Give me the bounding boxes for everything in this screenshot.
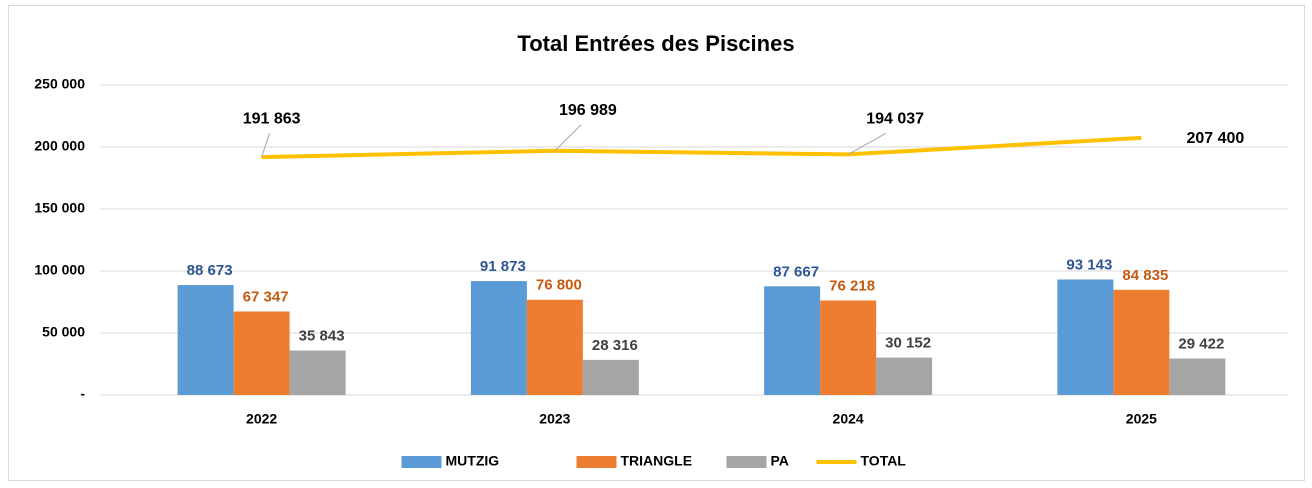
y-tick-label: 150 000: [34, 200, 85, 216]
legend-label: MUTZIG: [446, 453, 500, 469]
data-label: 196 989: [559, 102, 617, 119]
x-tick-label: 2022: [246, 411, 277, 427]
bar: [820, 300, 877, 395]
line: [261, 135, 1142, 160]
data-label: 207 400: [1186, 130, 1244, 147]
data-label: 91 873: [480, 258, 526, 275]
data-label: 76 800: [536, 277, 582, 294]
data-label: 67 347: [243, 288, 289, 305]
bar: [764, 286, 821, 395]
data-label: 84 835: [1122, 267, 1168, 284]
bar: [526, 299, 583, 395]
bar: [177, 285, 234, 395]
data-label: 30 152: [885, 335, 931, 352]
legend-label: PA: [771, 453, 789, 469]
legend-swatch: [576, 456, 617, 468]
data-label: 93 143: [1066, 256, 1112, 273]
x-tick-label: 2025: [1126, 411, 1157, 427]
bar: [1113, 289, 1170, 395]
data-label: 76 218: [829, 277, 875, 294]
bar: [233, 311, 290, 395]
y-tick-label: 100 000: [34, 262, 85, 278]
leader-line: [261, 132, 271, 158]
x-tick-label: 2023: [539, 411, 570, 427]
data-label: 191 863: [243, 110, 301, 127]
legend-swatch: [401, 456, 442, 468]
data-label: 88 673: [187, 262, 233, 279]
leader-line: [847, 132, 886, 155]
data-label: 87 667: [773, 263, 819, 280]
data-label: 29 422: [1178, 335, 1224, 352]
legend-label: TOTAL: [861, 453, 907, 469]
chart-title: Total Entrées des Piscines: [517, 31, 794, 56]
bar: [582, 359, 639, 395]
data-label: 35 843: [299, 328, 345, 345]
x-tick-label: 2024: [833, 411, 864, 427]
bar: [1057, 279, 1114, 395]
y-tick-label: 250 000: [34, 76, 85, 92]
legend-label: TRIANGLE: [621, 453, 693, 469]
bar: [1169, 358, 1226, 395]
bar: [470, 281, 527, 395]
chart-frame: [8, 5, 1305, 481]
y-tick-label: 200 000: [34, 138, 85, 154]
leader-line: [554, 124, 582, 152]
bar: [289, 350, 346, 395]
data-label: 28 316: [592, 337, 638, 354]
y-tick-label: -: [80, 386, 85, 402]
bar: [876, 357, 933, 395]
legend-swatch: [726, 456, 767, 468]
y-tick-label: 50 000: [42, 324, 85, 340]
data-label: 194 037: [866, 111, 924, 128]
